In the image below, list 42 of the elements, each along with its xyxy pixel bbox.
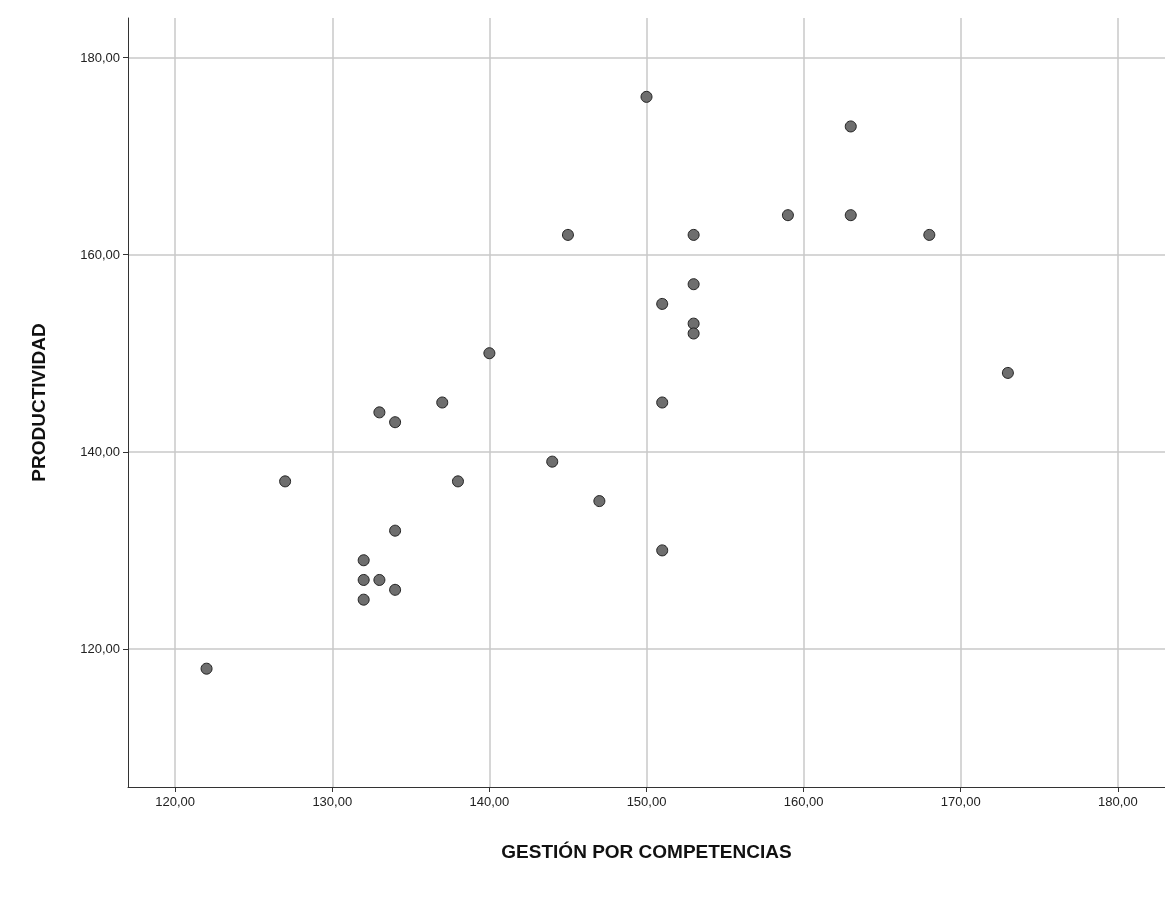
point <box>279 475 292 488</box>
x-tick-label: 160,00 <box>783 794 824 809</box>
y-axis-title: PRODUCTIVIDAD <box>28 323 49 482</box>
point <box>483 347 496 360</box>
x-tick-label: 170,00 <box>940 794 981 809</box>
x-tick-label: 140,00 <box>469 794 510 809</box>
point <box>781 209 794 222</box>
x-tick-label: 130,00 <box>312 794 353 809</box>
point <box>1001 366 1014 379</box>
point <box>200 662 213 675</box>
point <box>687 317 700 330</box>
point <box>389 524 402 537</box>
y-tick-label: 180,00 <box>80 49 120 65</box>
point <box>844 120 857 133</box>
point <box>656 396 669 409</box>
x-tick-label: 120,00 <box>155 794 196 809</box>
point <box>373 406 386 419</box>
point <box>687 228 700 241</box>
y-tick-label: 140,00 <box>80 444 120 460</box>
point <box>357 573 370 586</box>
point <box>357 593 370 606</box>
point <box>357 554 370 567</box>
point <box>546 455 559 468</box>
x-tick-label: 150,00 <box>626 794 667 809</box>
point <box>687 327 700 340</box>
point <box>451 475 464 488</box>
x-axis-title: GESTIÓN POR COMPETENCIAS <box>501 841 792 862</box>
point <box>389 416 402 429</box>
point <box>844 209 857 222</box>
x-tick-label: 180,00 <box>1097 794 1138 809</box>
point <box>593 495 606 508</box>
point <box>561 228 574 241</box>
point <box>373 573 386 586</box>
point <box>656 544 669 557</box>
point <box>687 278 700 291</box>
y-tick-label: 120,00 <box>80 641 120 657</box>
y-tick-label: 160,00 <box>80 247 120 263</box>
point <box>389 583 402 596</box>
point <box>640 90 653 103</box>
point <box>923 228 936 241</box>
point <box>436 396 449 409</box>
point <box>656 297 669 310</box>
